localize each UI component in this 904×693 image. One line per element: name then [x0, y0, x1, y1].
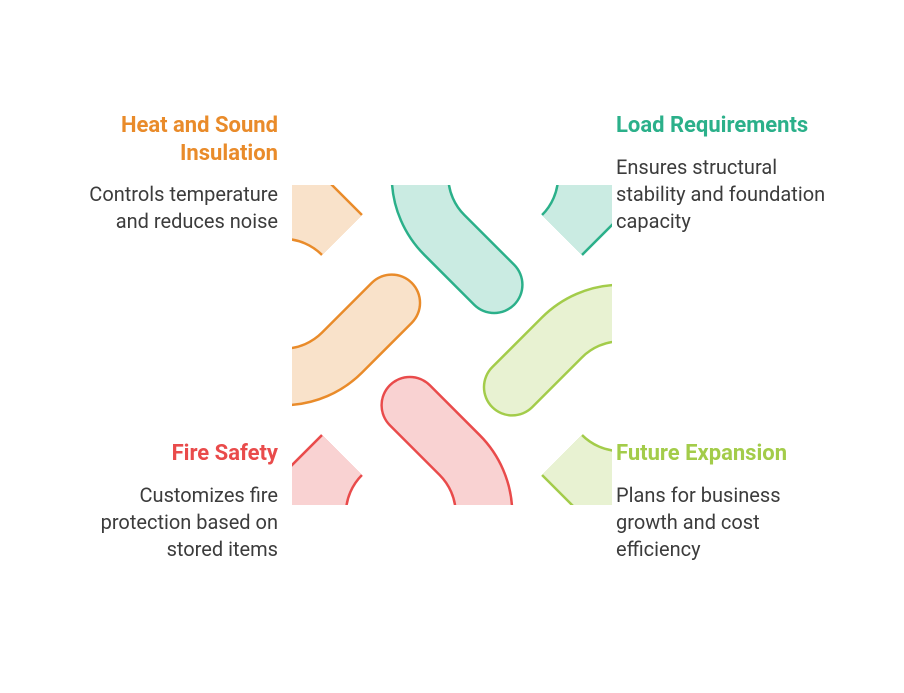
knot-svg [292, 185, 612, 505]
quadrant-br: Future Expansion Plans for business grow… [616, 440, 826, 563]
quadrant-tl-desc: Controls temperature and reduces noise [68, 181, 278, 235]
quadrant-bl: Fire Safety Customizes fire protection b… [68, 440, 278, 563]
quadrant-tr-title: Load Requirements [616, 112, 826, 140]
quadrant-bl-title: Fire Safety [68, 440, 278, 468]
quadrant-br-desc: Plans for business growth and cost effic… [616, 482, 826, 563]
quadrant-tr-desc: Ensures structural stability and foundat… [616, 154, 826, 235]
quadrant-br-title: Future Expansion [616, 440, 826, 468]
quadrant-bl-desc: Customizes fire protection based on stor… [68, 482, 278, 563]
quadrant-tr: Load Requirements Ensures structural sta… [616, 112, 826, 235]
quadrant-tl: Heat and Sound Insulation Controls tempe… [68, 112, 278, 235]
knot-diagram [292, 185, 612, 509]
quadrant-tl-title: Heat and Sound Insulation [68, 112, 278, 167]
